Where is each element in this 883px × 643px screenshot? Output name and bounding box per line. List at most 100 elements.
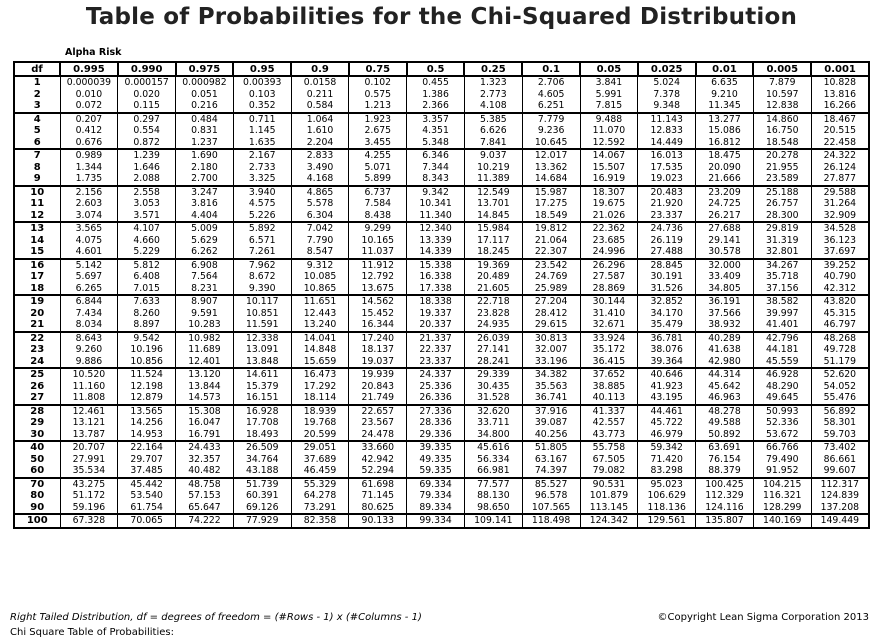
value-cell: 46.797 <box>810 319 870 332</box>
value-cell: 4.108 <box>463 100 523 113</box>
value-cell: 4.660 <box>117 234 177 246</box>
value-cell: 49.588 <box>695 417 754 429</box>
df-header: df <box>13 61 61 77</box>
value-cell: 12.198 <box>117 380 177 392</box>
value-cell: 19.939 <box>348 367 408 381</box>
value-cell: 2.733 <box>232 161 292 173</box>
value-cell: 11.389 <box>463 173 523 186</box>
value-cell: 14.848 <box>290 344 350 356</box>
value-cell: 61.754 <box>117 501 177 514</box>
value-cell: 17.535 <box>637 161 697 173</box>
value-cell: 44.314 <box>695 367 754 381</box>
value-cell: 32.620 <box>463 403 523 417</box>
value-cell: 30.191 <box>637 271 697 283</box>
value-cell: 29.588 <box>810 184 870 198</box>
value-cell: 3.816 <box>175 198 234 210</box>
value-cell: 65.647 <box>175 501 234 514</box>
value-cell: 5.991 <box>579 88 639 100</box>
value-cell: 1.386 <box>406 88 465 100</box>
value-cell: 35.563 <box>521 380 581 392</box>
value-cell: 7.962 <box>232 257 292 271</box>
value-cell: 61.698 <box>348 476 408 490</box>
alpha-header: 0.975 <box>174 61 235 77</box>
value-cell: 49.728 <box>810 344 870 356</box>
value-cell: 29.336 <box>406 428 465 441</box>
value-cell: 34.382 <box>521 367 581 381</box>
value-cell: 41.638 <box>695 344 754 356</box>
value-cell: 16.750 <box>752 125 812 137</box>
value-cell: 10.828 <box>810 75 870 89</box>
table-row: 50 27.991 29.707 32.357 34.764 37.689 42.942 49… <box>13 453 870 465</box>
value-cell: 0.051 <box>175 88 234 100</box>
df-cell: 25 <box>13 367 61 381</box>
value-cell: 14.562 <box>348 294 408 308</box>
value-cell: 2.088 <box>117 173 177 186</box>
value-cell: 28.869 <box>579 282 639 295</box>
value-cell: 8.260 <box>117 307 177 319</box>
table-row: 13 3.565 4.107 5.009 5.892 7.042 9.299 12.340 15… <box>13 221 870 235</box>
value-cell: 51.179 <box>810 355 870 368</box>
value-cell: 29.339 <box>463 367 523 381</box>
value-cell: 38.582 <box>752 294 812 308</box>
value-cell: 7.633 <box>117 294 177 308</box>
table-row: 4 0.207 0.297 0.484 0.711 1.064 1.923 3.357 5.38… <box>13 111 870 125</box>
value-cell: 19.675 <box>579 198 639 210</box>
value-cell: 4.605 <box>521 88 581 100</box>
value-cell: 96.578 <box>521 490 581 502</box>
value-cell: 3.053 <box>117 198 177 210</box>
value-cell: 99.334 <box>406 513 465 529</box>
page-title: Table of Probabilities for the Chi-Squar… <box>85 4 798 30</box>
table-row: 1 0.000039 0.000157 0.000982 0.00393 0.0158 0.… <box>13 75 870 89</box>
value-cell: 124.342 <box>579 513 639 529</box>
value-cell: 26.757 <box>752 198 812 210</box>
value-cell: 128.299 <box>752 501 812 514</box>
value-cell: 48.268 <box>810 330 870 344</box>
value-cell: 0.352 <box>232 100 292 113</box>
value-cell: 51.172 <box>59 490 119 502</box>
value-cell: 2.204 <box>290 136 350 149</box>
df-cell: 29 <box>13 417 61 429</box>
value-cell: 89.334 <box>406 501 465 514</box>
value-cell: 21.920 <box>637 198 697 210</box>
value-cell: 15.308 <box>175 403 234 417</box>
value-cell: 18.137 <box>348 344 408 356</box>
table-row: 23 9.260 10.196 11.689 13.091 14.848 18.137 22.… <box>13 344 870 356</box>
value-cell: 10.283 <box>175 319 234 332</box>
value-cell: 3.571 <box>117 209 177 222</box>
value-cell: 14.845 <box>463 209 523 222</box>
value-cell: 29.615 <box>521 319 581 332</box>
value-cell: 5.226 <box>232 209 292 222</box>
table-row: 70 43.275 45.442 48.758 51.739 55.329 61.698 69… <box>13 476 870 490</box>
table-row: 80 51.172 53.540 57.153 60.391 64.278 71.145 79… <box>13 490 870 502</box>
value-cell: 52.336 <box>752 417 812 429</box>
value-cell: 1.323 <box>463 75 523 89</box>
table-row: 11 2.603 3.053 3.816 4.575 5.578 7.584 10.341 13… <box>13 198 870 210</box>
value-cell: 58.301 <box>810 417 870 429</box>
value-cell: 40.113 <box>579 392 639 405</box>
value-cell: 9.037 <box>463 148 523 162</box>
value-cell: 4.601 <box>59 246 119 259</box>
value-cell: 0.412 <box>59 125 119 137</box>
value-cell: 33.196 <box>521 355 581 368</box>
value-cell: 12.401 <box>175 355 234 368</box>
value-cell: 14.953 <box>117 428 177 441</box>
value-cell: 1.635 <box>232 136 292 149</box>
df-cell: 23 <box>13 344 61 356</box>
value-cell: 43.275 <box>59 476 119 490</box>
value-cell: 0.297 <box>117 111 177 125</box>
value-cell: 95.023 <box>637 476 697 490</box>
value-cell: 45.315 <box>810 307 870 319</box>
value-cell: 35.534 <box>59 465 119 478</box>
value-cell: 32.852 <box>637 294 697 308</box>
value-cell: 88.379 <box>695 465 754 478</box>
value-cell: 40.256 <box>521 428 581 441</box>
table-row: 15 4.601 5.229 6.262 7.261 8.547 11.037 14.339 1… <box>13 246 870 259</box>
value-cell: 9.312 <box>290 257 350 271</box>
value-cell: 30.578 <box>695 246 754 259</box>
alpha-header: 0.001 <box>810 61 870 77</box>
value-cell: 83.298 <box>637 465 697 478</box>
value-cell: 26.124 <box>810 161 870 173</box>
value-cell: 5.071 <box>348 161 408 173</box>
value-cell: 0.989 <box>59 148 119 162</box>
df-cell: 19 <box>13 294 61 308</box>
